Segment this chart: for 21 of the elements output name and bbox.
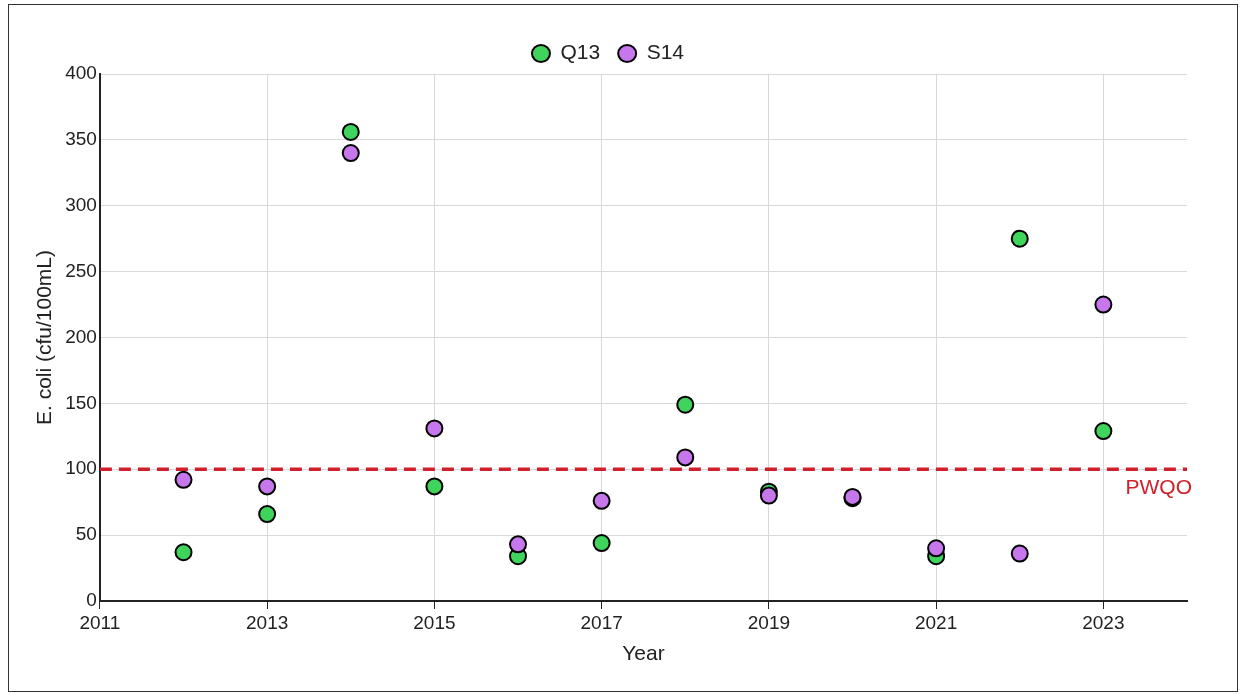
x-tick-label: 2015 — [413, 611, 456, 633]
x-tick-label: 2011 — [79, 611, 121, 633]
ref-line-label: PWQO — [1125, 474, 1192, 498]
legend-label: S14 — [646, 40, 685, 64]
x-tick-label: 2021 — [914, 611, 958, 633]
x-tick-label: 2013 — [246, 611, 289, 633]
x-tick-label: 2023 — [1082, 611, 1125, 633]
x-tick-label: 2019 — [747, 611, 791, 633]
y-tick-label: 350 — [65, 128, 97, 150]
y-tick-label: 300 — [65, 193, 97, 215]
y-axis-title: E. coli (cfu/100mL) — [32, 249, 56, 426]
y-tick-label: 0 — [86, 589, 97, 611]
y-tick-label: 50 — [75, 523, 97, 545]
x-axis-title: Year — [622, 641, 665, 665]
y-tick-label: 400 — [65, 62, 97, 84]
y-tick-label: 200 — [65, 325, 97, 347]
y-tick-label: 250 — [65, 259, 97, 281]
y-tick-label: 100 — [65, 457, 97, 479]
legend-label: Q13 — [560, 40, 601, 64]
x-tick-label: 2017 — [580, 611, 623, 633]
y-tick-label: 150 — [65, 391, 97, 413]
